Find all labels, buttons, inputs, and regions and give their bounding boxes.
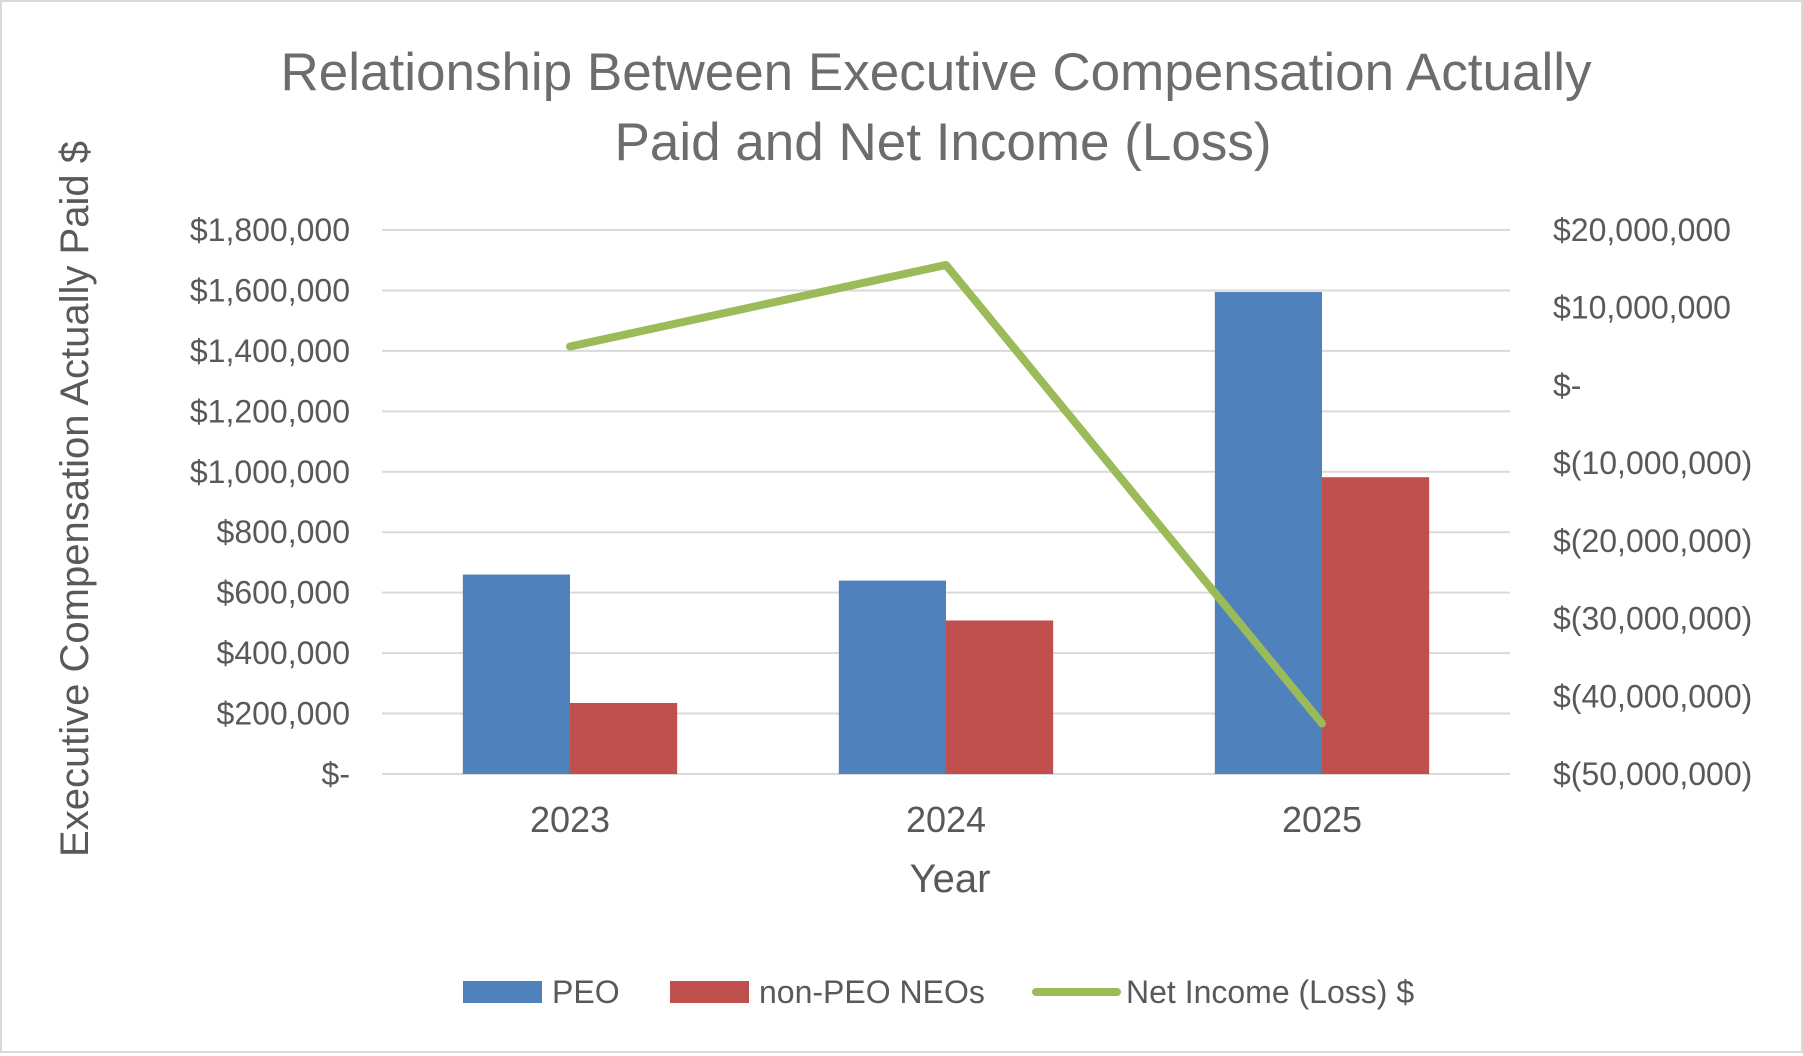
bar-series <box>462 291 1430 774</box>
chart-title-line-2: Paid and Net Income (Loss) <box>615 113 1272 172</box>
x-axis-title: Year <box>910 857 991 901</box>
legend-label: Net Income (Loss) $ <box>1126 974 1414 1010</box>
bar-non-peo-neos-2023 <box>570 702 678 774</box>
bar-non-peo-neos-2025 <box>1322 477 1430 774</box>
x-axis-ticks: 2023 2024 2025 <box>530 799 1362 840</box>
right-tick-label: $(30,000,000) <box>1553 601 1752 637</box>
x-tick-label: 2023 <box>530 799 610 840</box>
x-tick-label: 2025 <box>1282 799 1362 840</box>
bar-non-peo-neos-2024 <box>946 620 1054 774</box>
chart-title-line-1: Relationship Between Executive Compensat… <box>280 43 1592 102</box>
y-axis-title: Executive Compensation Actually Paid $ <box>53 141 97 857</box>
right-tick-label: $(40,000,000) <box>1553 678 1752 714</box>
right-tick-label: $(20,000,000) <box>1553 523 1752 559</box>
bar-peo-2024 <box>838 580 946 774</box>
legend-swatch <box>670 981 749 1003</box>
legend: PEO non-PEO NEOs Net Income (Loss) $ <box>463 974 1414 1010</box>
bar-peo-2025 <box>1214 291 1322 774</box>
left-tick-label: $1,400,000 <box>190 333 350 369</box>
right-tick-label: $(50,000,000) <box>1553 756 1752 792</box>
chart-title: Relationship Between Executive Compensat… <box>280 43 1592 172</box>
left-tick-label: $- <box>322 756 350 792</box>
left-tick-label: $1,200,000 <box>190 393 350 429</box>
left-tick-label: $600,000 <box>217 575 350 611</box>
left-tick-label: $1,600,000 <box>190 272 350 308</box>
left-tick-label: $800,000 <box>217 514 350 550</box>
legend-label: PEO <box>552 974 620 1010</box>
legend-label: non-PEO NEOs <box>759 974 985 1010</box>
right-tick-label: $10,000,000 <box>1553 290 1731 326</box>
legend-swatch <box>463 981 542 1003</box>
left-tick-label: $400,000 <box>217 635 350 671</box>
right-tick-label: $20,000,000 <box>1553 212 1731 248</box>
line-net-income-loss <box>566 260 1326 728</box>
left-tick-label: $1,800,000 <box>190 212 350 248</box>
left-axis-ticks: $- $200,000 $400,000 $600,000 $800,000 $1,000… <box>190 212 350 792</box>
bar-peo-2023 <box>462 574 570 774</box>
line-series <box>566 260 1326 728</box>
left-tick-label: $200,000 <box>217 696 350 732</box>
right-tick-label: $- <box>1553 367 1581 403</box>
right-axis-ticks: $20,000,000 $10,000,000 $- $(10,000,000) $(2… <box>1553 212 1752 792</box>
right-tick-label: $(10,000,000) <box>1553 445 1752 481</box>
x-tick-label: 2024 <box>906 799 986 840</box>
left-tick-label: $1,000,000 <box>190 454 350 490</box>
